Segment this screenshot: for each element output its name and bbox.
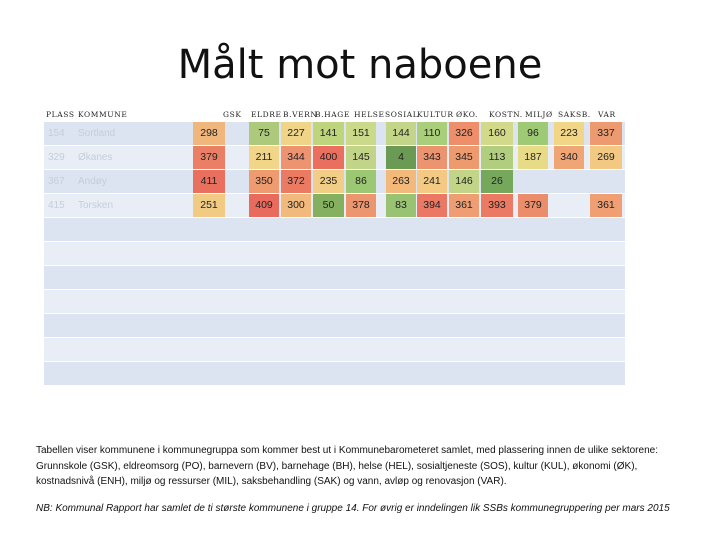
score-cell: 145 (346, 146, 376, 169)
score-cell: 110 (417, 122, 447, 145)
score-cell: 50 (313, 194, 344, 217)
table-row (44, 218, 625, 241)
score-cell: 344 (281, 146, 311, 169)
score-cell: 379 (193, 146, 225, 169)
column-header: KULTUR (417, 110, 454, 119)
score-cell: 345 (449, 146, 479, 169)
score-cell: 378 (346, 194, 376, 217)
score-cell: 251 (193, 194, 225, 217)
table-description: Tabellen viser kommunene i kommunegruppa… (36, 445, 658, 487)
table-row: 415 Torsken 251 409 300 50 378 83 394 361 393 379 36… (44, 194, 625, 217)
score-cell: 151 (346, 122, 376, 145)
score-cell: 144 (386, 122, 416, 145)
table-row (44, 290, 625, 313)
municipality-cell: Torsken (78, 200, 114, 211)
score-cell: 372 (281, 170, 311, 193)
score-cell: 146 (449, 170, 479, 193)
score-cell: 350 (249, 170, 279, 193)
column-header: ØKO. (456, 110, 479, 119)
footnote-note: NB: Kommunal Rapport har samlet de ti st… (36, 503, 670, 514)
score-cell: 361 (590, 194, 622, 217)
column-header: VAR (598, 110, 616, 119)
column-header: ELDRE (251, 110, 282, 119)
column-header: MILJØ (525, 110, 553, 119)
score-cell: 235 (313, 170, 344, 193)
table-row (44, 362, 625, 385)
score-cell: 96 (518, 122, 548, 145)
score-cell: 394 (417, 194, 447, 217)
score-cell: 411 (193, 170, 225, 193)
table-row: 329 Økanes 379 211 344 400 145 4 343 345 113 187 340… (44, 146, 625, 169)
column-header: KOSTN. (489, 110, 523, 119)
table-header: PLASS KOMMUNE GSK ELDRE B.VERN B.HAGE HELSE SOS… (0, 108, 720, 122)
score-cell: 86 (346, 170, 376, 193)
score-cell: 241 (417, 170, 447, 193)
column-header: SOSIAL (385, 110, 419, 119)
column-header: HELSE (354, 110, 385, 119)
score-cell: 4 (386, 146, 416, 169)
score-cell: 326 (449, 122, 479, 145)
score-cell: 75 (249, 122, 279, 145)
score-cell: 160 (481, 122, 513, 145)
score-cell: 141 (313, 122, 344, 145)
score-cell: 393 (481, 194, 513, 217)
score-cell: 211 (249, 146, 279, 169)
column-header: KOMMUNE (78, 110, 128, 119)
score-cell: 409 (249, 194, 279, 217)
score-cell: 400 (313, 146, 344, 169)
score-cell: 361 (449, 194, 479, 217)
table-row (44, 242, 625, 265)
score-cell: 269 (590, 146, 622, 169)
score-cell: 223 (554, 122, 584, 145)
rank-cell: 367 (48, 176, 65, 187)
score-cell: 83 (386, 194, 416, 217)
table-row (44, 266, 625, 289)
municipality-cell: Sortland (78, 128, 116, 139)
column-header: B.HAGE (315, 110, 350, 119)
score-cell: 379 (518, 194, 548, 217)
column-header: SAKSB. (558, 110, 591, 119)
score-cell: 298 (193, 122, 225, 145)
table-row (44, 338, 625, 361)
rank-cell: 154 (48, 128, 65, 139)
municipality-cell: Andøy (78, 176, 107, 187)
score-cell: 187 (518, 146, 548, 169)
score-cell: 263 (386, 170, 416, 193)
score-cell: 337 (590, 122, 622, 145)
page-title: Målt mot naboene (177, 42, 543, 88)
ranking-table: 154 Sortland 298 75 227 141 151 144 110 326 160 96 2… (44, 122, 625, 386)
column-header: PLASS (46, 110, 75, 119)
rank-cell: 329 (48, 152, 65, 163)
municipality-cell: Økanes (78, 152, 113, 163)
table-row: 367 Andøy 411 350 372 235 86 263 241 146 26 (44, 170, 625, 193)
score-cell: 340 (554, 146, 584, 169)
column-header: B.VERN (283, 110, 318, 119)
rank-cell: 415 (48, 200, 65, 211)
table-row (44, 314, 625, 337)
score-cell: 300 (281, 194, 311, 217)
score-cell: 26 (481, 170, 513, 193)
score-cell: 227 (281, 122, 311, 145)
table-row: 154 Sortland 298 75 227 141 151 144 110 326 160 96 2… (44, 122, 625, 145)
score-cell: 113 (481, 146, 513, 169)
score-cell: 343 (417, 146, 447, 169)
column-header: GSK (223, 110, 242, 119)
